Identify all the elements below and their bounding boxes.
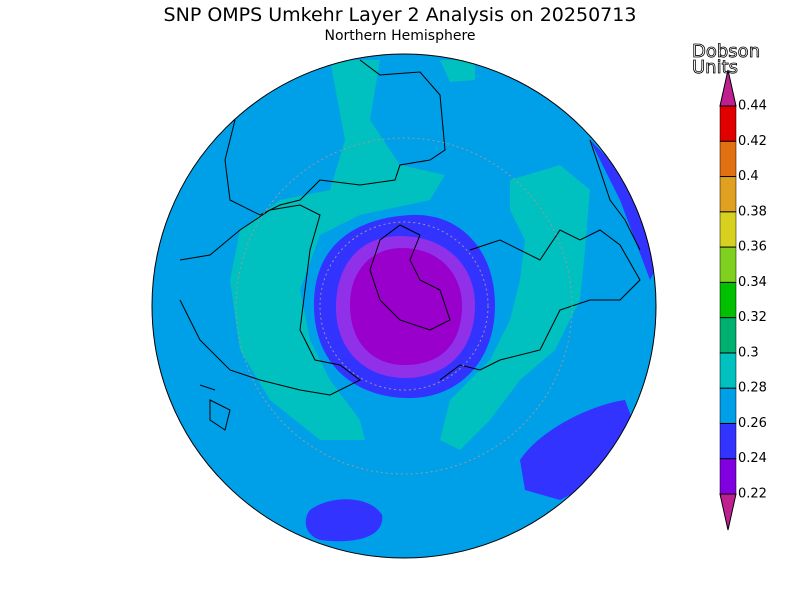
map-border bbox=[151, 53, 657, 559]
colorbar-end bbox=[719, 493, 737, 531]
colorbar-label: 0.36 bbox=[738, 240, 767, 255]
colorbar-segment bbox=[719, 387, 737, 424]
colorbar-label: 0.28 bbox=[738, 381, 767, 396]
colorbar-segment bbox=[719, 105, 737, 142]
coastline bbox=[199, 384, 231, 431]
coastline bbox=[224, 59, 446, 216]
colorbar-label: 0.42 bbox=[738, 134, 767, 149]
colorbar-segment bbox=[719, 458, 737, 495]
blue-region bbox=[520, 400, 640, 500]
colorbar-segment bbox=[719, 176, 737, 213]
coastline bbox=[439, 229, 641, 381]
polar-map bbox=[152, 54, 656, 558]
colorbar-segment bbox=[719, 317, 737, 354]
coastline bbox=[589, 139, 641, 251]
colorbar-label: 0.44 bbox=[738, 99, 767, 114]
title: SNP OMPS Umkehr Layer 2 Analysis on 2025… bbox=[164, 4, 637, 26]
coastline bbox=[179, 204, 361, 396]
colorbar-label: 0.26 bbox=[738, 416, 767, 431]
colorbar-segment bbox=[719, 211, 737, 248]
colorbar-label: 0.4 bbox=[738, 169, 759, 184]
colorbar-label: 0.24 bbox=[738, 451, 767, 466]
colorbar-label: 0.32 bbox=[738, 310, 767, 325]
colorbar-title: Dobson bbox=[692, 41, 760, 62]
colorbar-segment bbox=[719, 282, 737, 318]
teal-region bbox=[440, 165, 590, 450]
colorbar-segment bbox=[719, 246, 737, 283]
latitude-circle bbox=[235, 137, 573, 475]
colorbar-label: 0.38 bbox=[738, 204, 767, 219]
teal-region bbox=[230, 60, 445, 440]
colorbar-title: Units bbox=[692, 57, 738, 78]
colorbar-label: 0.22 bbox=[738, 487, 767, 502]
colorbar-segment bbox=[719, 141, 737, 177]
colorbar-label: 0.3 bbox=[738, 345, 759, 360]
coastline bbox=[369, 224, 451, 331]
blue-region bbox=[590, 140, 656, 280]
subtitle: Northern Hemisphere bbox=[325, 28, 476, 44]
colorbar-label: 0.34 bbox=[738, 275, 767, 290]
colorbar-segment bbox=[719, 352, 737, 389]
teal-region bbox=[440, 60, 475, 82]
blue-region bbox=[305, 499, 383, 542]
latitude-circle bbox=[319, 221, 489, 391]
purple-core bbox=[350, 248, 462, 365]
colorbar-segment bbox=[719, 423, 737, 459]
